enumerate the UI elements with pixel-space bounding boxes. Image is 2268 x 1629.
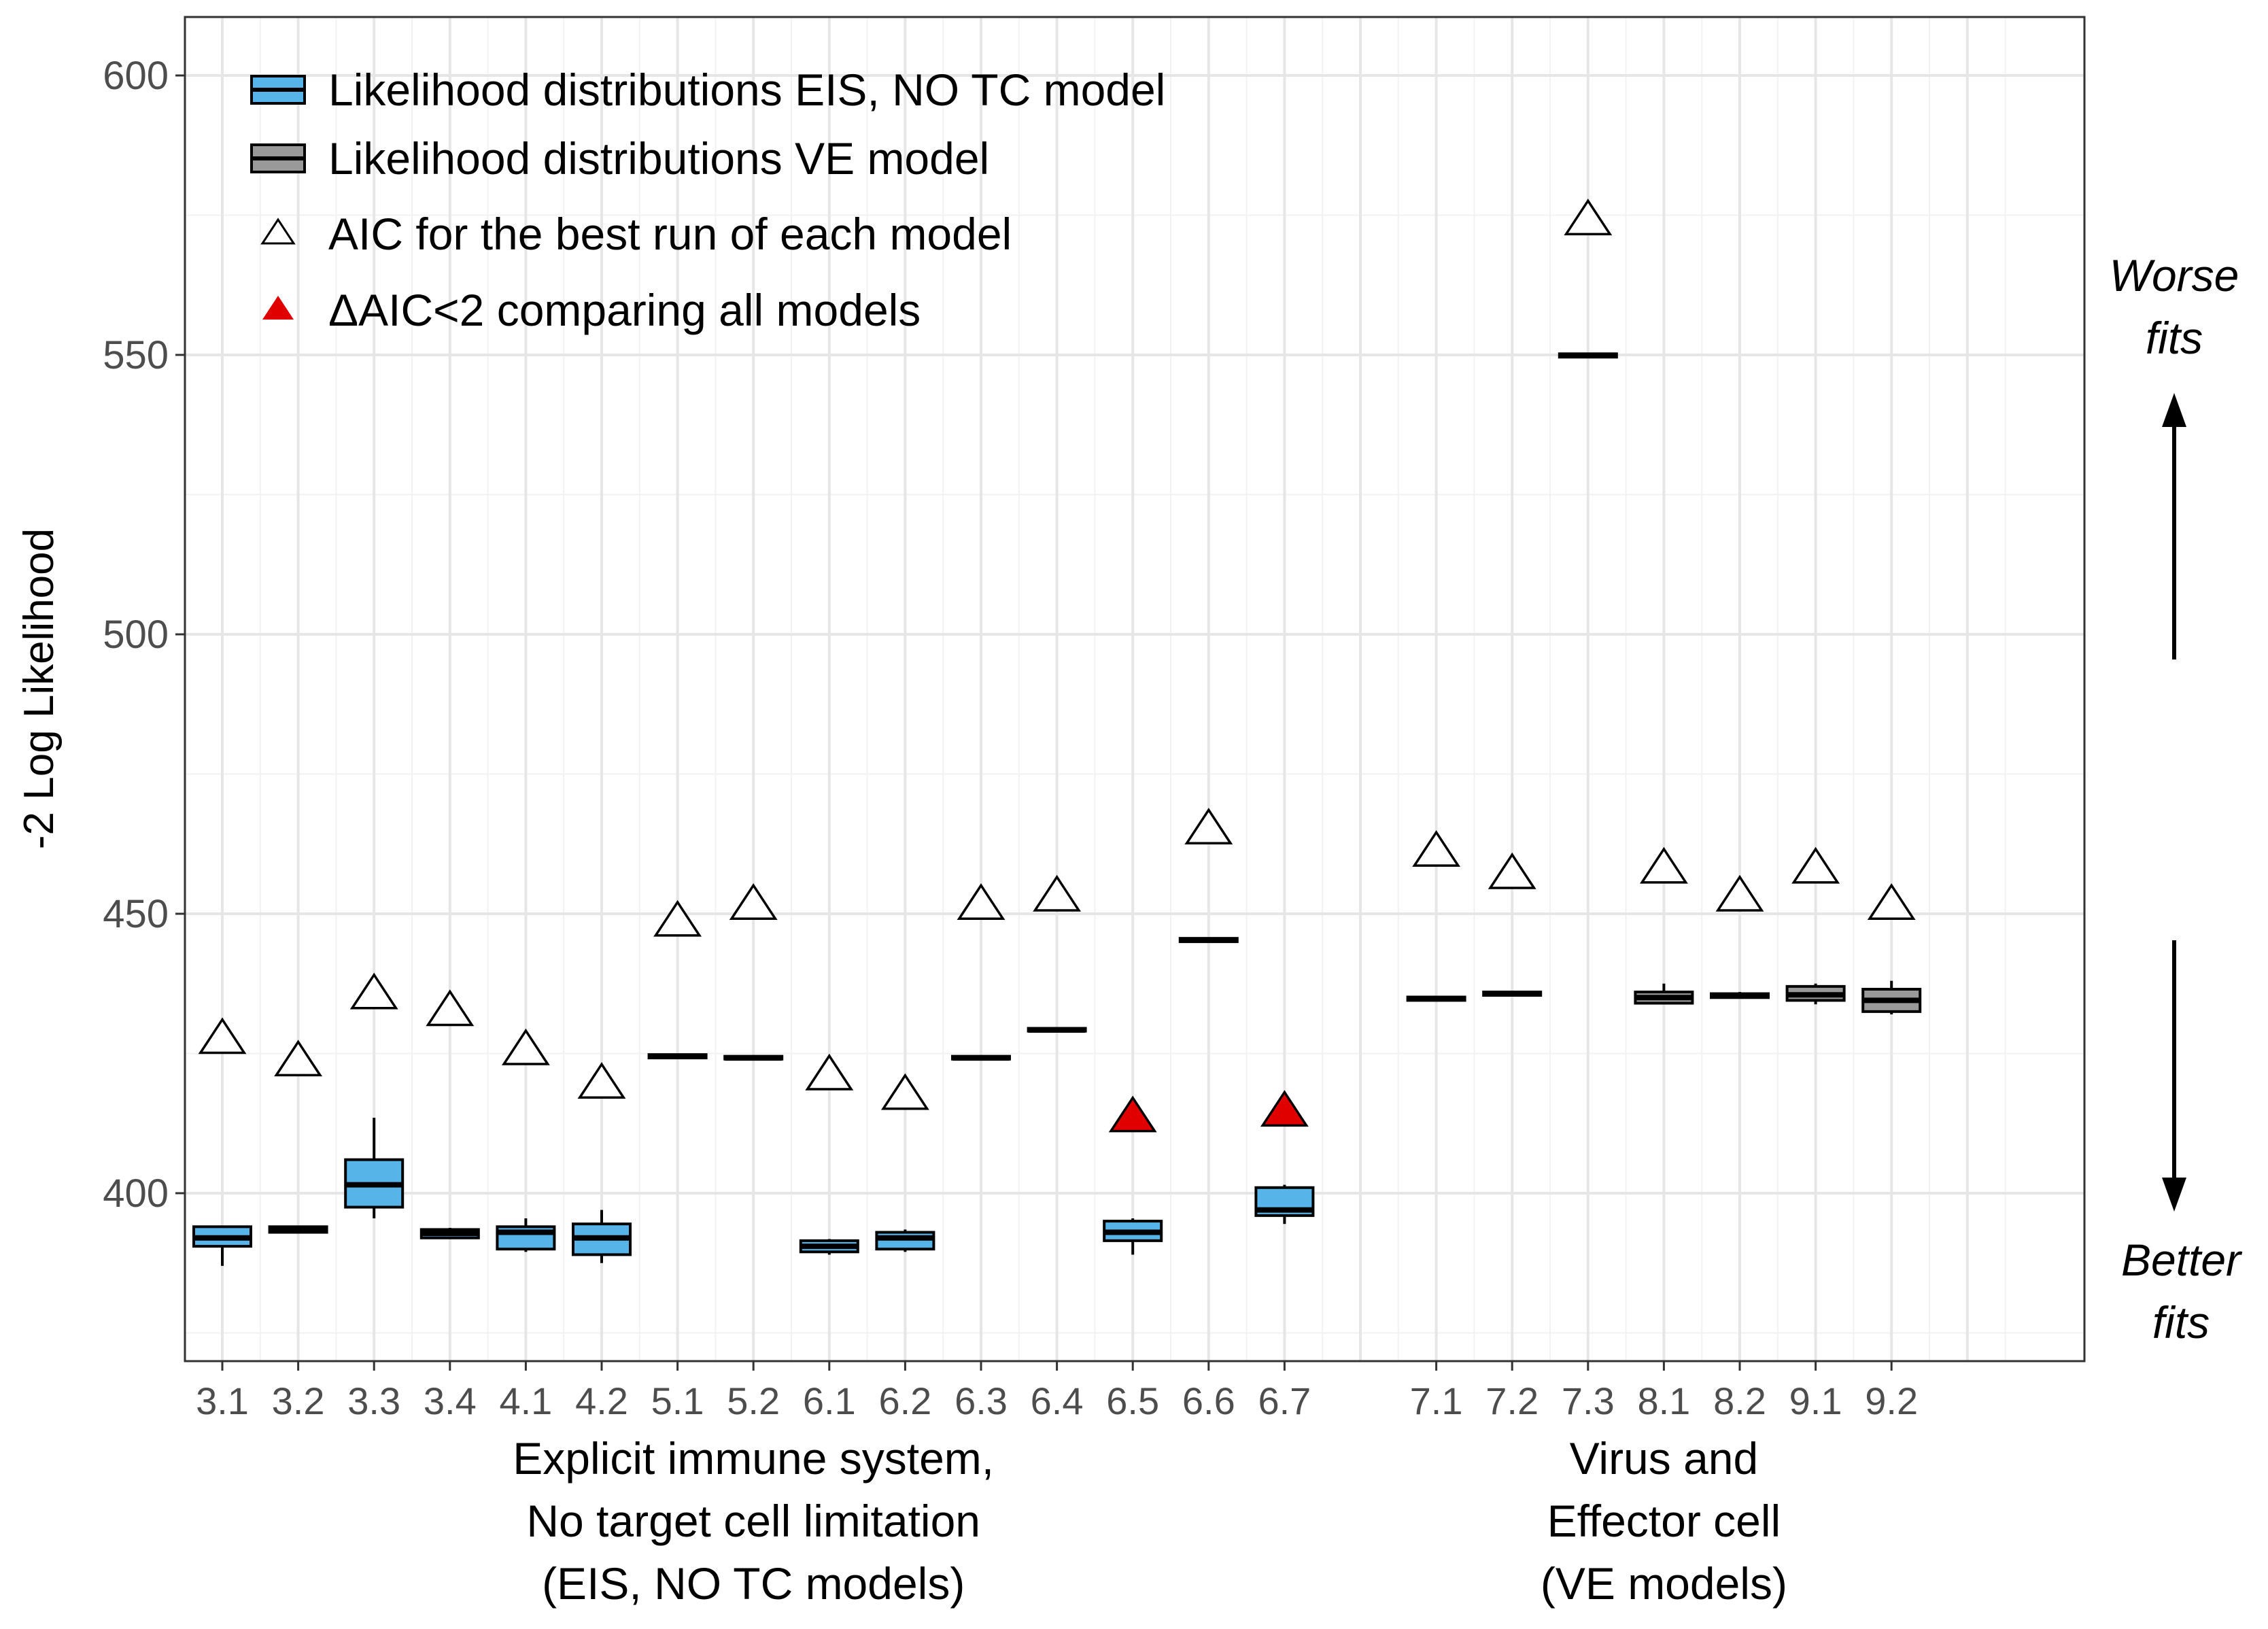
x-tick-label: 4.2 (575, 1379, 628, 1422)
x-tick-label: 3.2 (272, 1379, 325, 1422)
grid-minor (185, 17, 2084, 1361)
x-tick-label: 6.5 (1106, 1379, 1159, 1422)
x-tick-label: 6.1 (803, 1379, 856, 1422)
x-tick-label: 6.7 (1258, 1379, 1311, 1422)
legend-label: AIC for the best run of each model (328, 209, 1012, 259)
legend-key-triangle (262, 296, 294, 320)
group-label-line: Explicit immune system, (513, 1433, 994, 1484)
group-label-line: (VE models) (1541, 1558, 1787, 1609)
group-label-line: No target cell limitation (526, 1496, 980, 1546)
x-tick-label: 7.2 (1485, 1379, 1539, 1422)
box-series (192, 352, 1922, 1266)
y-tick-label: 450 (103, 892, 169, 936)
aic-triangle (1108, 1095, 1157, 1133)
worse-fits-label: fits (2146, 313, 2203, 363)
group-label-line: Effector cell (1547, 1496, 1781, 1546)
x-tick-label: 5.1 (651, 1379, 704, 1422)
aic-triangle (577, 1062, 626, 1099)
aic-triangle (1184, 808, 1233, 845)
y-tick-label: 500 (103, 613, 169, 657)
aic-triangle (1639, 846, 1688, 884)
aic-triangle (1867, 883, 1916, 921)
x-tick-label: 7.1 (1410, 1379, 1463, 1422)
aic-triangle (274, 1040, 323, 1077)
legend-label: ΔAIC<2 comparing all models (328, 285, 921, 335)
x-tick-label: 9.2 (1865, 1379, 1918, 1422)
aic-triangle (729, 883, 778, 921)
aic-triangle (426, 989, 475, 1027)
aic-triangle (957, 883, 1006, 921)
x-tick-label: 4.1 (499, 1379, 552, 1422)
plot-background (185, 17, 2084, 1361)
fit-annotations: Worse fits Better fits (2110, 250, 2243, 1348)
legend-key-triangle (260, 218, 296, 245)
x-tick-label: 5.2 (727, 1379, 780, 1422)
worse-fits-label: Worse (2110, 250, 2239, 301)
aic-triangle (501, 1028, 550, 1065)
better-fits-label: fits (2152, 1297, 2210, 1348)
aic-triangle (1564, 199, 1613, 236)
legend: Likelihood distributions EIS, NO TC mode… (250, 65, 1165, 335)
aic-triangle (1791, 846, 1840, 884)
arrow-up-head (2162, 393, 2186, 427)
aic-triangle (880, 1073, 929, 1110)
x-tick-label: 8.2 (1713, 1379, 1766, 1422)
aic-triangle (198, 1017, 247, 1054)
x-tick-label: 9.1 (1789, 1379, 1842, 1422)
y-tick-label: 400 (103, 1171, 169, 1216)
aic-triangle (349, 972, 398, 1010)
legend-label: Likelihood distributions EIS, NO TC mode… (328, 65, 1165, 115)
better-fits-label: Better (2121, 1235, 2243, 1285)
y-tick-label: 600 (103, 54, 169, 98)
x-tick-label: 6.4 (1031, 1379, 1084, 1422)
aic-series (198, 199, 1916, 1133)
group-label-line: (EIS, NO TC models) (542, 1558, 965, 1609)
x-tick-label: 8.1 (1637, 1379, 1690, 1422)
x-tick-label: 3.4 (424, 1379, 477, 1422)
y-tick-label: 550 (103, 333, 169, 377)
box (875, 1231, 935, 1251)
grid-major (185, 17, 2084, 1361)
aic-triangle (805, 1053, 854, 1091)
aic-triangle (1715, 874, 1764, 912)
y-axis-title: -2 Log Likelihood (16, 528, 63, 849)
plot-border (184, 16, 2086, 1362)
arrow-down-head (2162, 1178, 2186, 1212)
aic-triangle (1488, 852, 1536, 889)
x-axis: 3.1 3.2 3.3 3.4 4.1 4.2 5.1 5.2 6.1 6.2 6.3 6.4 6.5 6… (196, 1361, 1918, 1422)
x-tick-label: 6.6 (1182, 1379, 1235, 1422)
x-tick-label: 3.1 (196, 1379, 249, 1422)
legend-label: Likelihood distributions VE model (328, 133, 989, 184)
x-tick-label: 6.3 (955, 1379, 1008, 1422)
aic-triangle (653, 899, 702, 937)
x-tick-label: 6.2 (878, 1379, 931, 1422)
group-labels: Explicit immune system, No target cell li… (513, 1433, 1787, 1609)
x-tick-label: 7.3 (1562, 1379, 1615, 1422)
y-axis: 400 450 500 550 600 (103, 54, 185, 1216)
group-label-line: Virus and (1570, 1433, 1759, 1484)
x-tick-label: 3.3 (347, 1379, 400, 1422)
aic-triangle (1412, 829, 1461, 867)
aic-triangle (1033, 874, 1082, 912)
aic-triangle (1260, 1090, 1309, 1127)
